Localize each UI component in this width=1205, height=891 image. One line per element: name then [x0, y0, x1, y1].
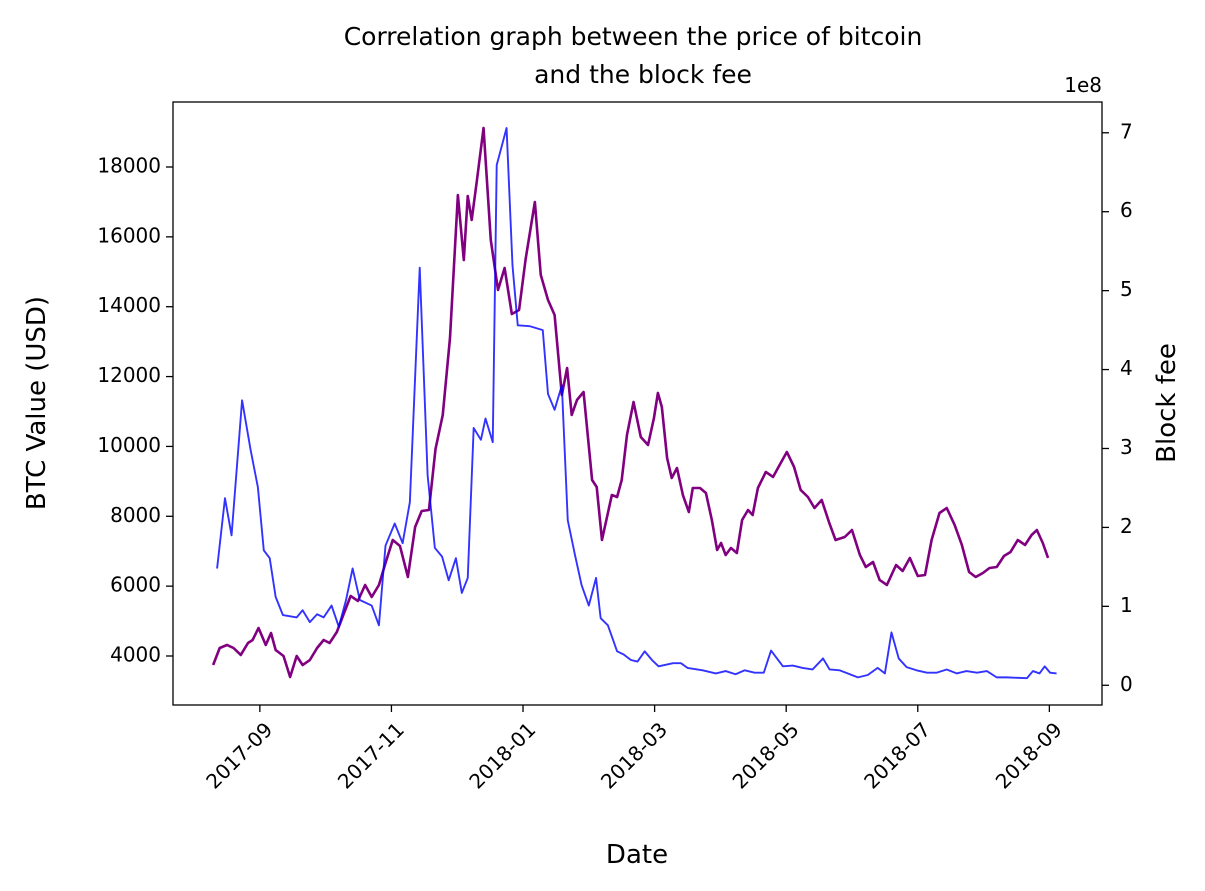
y-tick-label: 12000 — [97, 363, 161, 387]
y2-axis-label: Block fee — [1152, 343, 1182, 463]
y-tick-label: 18000 — [97, 154, 161, 178]
y-tick-label: 10000 — [97, 433, 161, 457]
y2-tick-label: 0 — [1120, 672, 1133, 696]
y2-tick-label: 4 — [1120, 356, 1133, 380]
y-tick-label: 6000 — [110, 573, 161, 597]
y-axis-label: BTC Value (USD) — [22, 296, 52, 510]
y2-tick-label: 7 — [1120, 119, 1133, 143]
series-line — [216, 127, 1057, 680]
y2-tick-label: 6 — [1120, 198, 1133, 222]
plot-frame — [172, 101, 1103, 706]
x-tick-label: 2018-09 — [991, 717, 1067, 793]
x-tick-label: 2017-11 — [333, 717, 409, 793]
y-tick-label: 4000 — [110, 642, 161, 666]
y-tick-label: 14000 — [97, 293, 161, 317]
series-line — [211, 126, 1050, 679]
x-axis-label: Date — [606, 840, 668, 870]
chart-title: and the block fee — [534, 60, 752, 89]
y2-tick-label: 2 — [1120, 514, 1133, 538]
x-tick-label: 2017-09 — [201, 717, 277, 793]
y2-tick-label: 5 — [1120, 277, 1133, 301]
x-tick-label: 2018-07 — [859, 717, 935, 793]
y-tick-label: 16000 — [97, 223, 161, 247]
y2-offset-label: 1e8 — [1064, 73, 1102, 97]
y-tick-label: 8000 — [110, 503, 161, 527]
x-tick-label: 2018-03 — [596, 717, 672, 793]
y2-tick-label: 1 — [1120, 593, 1133, 617]
x-tick-label: 2018-01 — [464, 717, 540, 793]
y2-tick-label: 3 — [1120, 435, 1133, 459]
chart-title: Correlation graph between the price of b… — [344, 22, 923, 51]
x-tick-label: 2018-05 — [728, 717, 804, 793]
